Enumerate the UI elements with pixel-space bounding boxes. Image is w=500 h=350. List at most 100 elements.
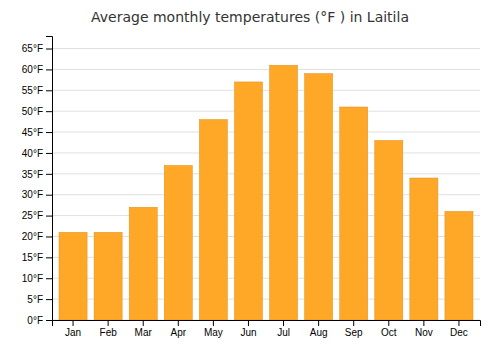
tick-mark	[248, 320, 249, 326]
bar	[129, 207, 157, 320]
tick-label: 50°F	[22, 106, 43, 117]
tick-label: Sep	[345, 327, 363, 338]
tick-label: 55°F	[22, 85, 43, 96]
bar	[445, 211, 473, 320]
tick-label: Mar	[135, 327, 153, 338]
tick: 60°F	[22, 64, 52, 75]
tick-label: 30°F	[22, 189, 43, 200]
tick-mark	[318, 320, 319, 326]
tick-label: 10°F	[22, 273, 43, 284]
tick-label: Jul	[277, 327, 290, 338]
tick: 15°F	[22, 252, 52, 263]
plot: 0°F 5°F 10°F 15°F 20°F 25°F 30°F 35°F 40°F 45°F 50…	[22, 37, 481, 339]
tick-mark	[283, 320, 284, 326]
tick: 50°F	[22, 106, 52, 117]
tick-mark	[46, 153, 52, 154]
tick: Dec	[450, 320, 468, 338]
bar	[164, 165, 192, 320]
title: Average monthly temperatures (°F ) in La…	[91, 9, 409, 25]
tick: Jul	[277, 320, 290, 338]
tick-mark	[46, 90, 52, 91]
tick-mark	[46, 132, 52, 133]
tick: Aug	[310, 320, 328, 338]
tick-label: 20°F	[22, 231, 43, 242]
tick-mark	[46, 299, 52, 300]
tick: 55°F	[22, 85, 52, 96]
bar	[270, 65, 298, 320]
bar	[340, 107, 368, 320]
bar	[305, 74, 333, 320]
grid-line	[52, 173, 480, 174]
tick-label: Aug	[310, 327, 328, 338]
tick-mark	[46, 320, 52, 321]
tick-label: 0°F	[27, 315, 43, 326]
tick-label: 45°F	[22, 127, 43, 138]
tick-mark	[46, 69, 52, 70]
tick: 10°F	[22, 273, 52, 284]
tick-mark	[46, 278, 52, 279]
tick-label: May	[204, 327, 223, 338]
tick-mark	[388, 320, 389, 326]
bar	[375, 140, 403, 320]
bar	[234, 82, 262, 320]
tick-mark	[73, 320, 74, 326]
tick-mark	[178, 320, 179, 326]
tick: 45°F	[22, 127, 52, 138]
tick: 25°F	[22, 210, 52, 221]
axis-line	[46, 37, 53, 321]
tick: Jun	[240, 320, 256, 338]
tick: Apr	[171, 320, 187, 338]
tick: 0°F	[27, 315, 52, 326]
tick: Feb	[100, 320, 118, 338]
tick: Oct	[381, 320, 397, 338]
axis-line	[53, 321, 481, 327]
tick-mark	[46, 49, 52, 50]
x-axis: Jan Feb Mar Apr May Jun Jul Aug Sep Oct Nov Dec	[53, 320, 481, 338]
bar	[94, 232, 122, 320]
tick-label: 15°F	[22, 252, 43, 263]
grid-line	[52, 152, 480, 153]
tick: 65°F	[22, 43, 52, 54]
tick: May	[204, 320, 223, 338]
grid	[52, 49, 480, 320]
tick: 40°F	[22, 148, 52, 159]
tick-label: 25°F	[22, 210, 43, 221]
tick: 30°F	[22, 189, 52, 200]
tick-mark	[46, 195, 52, 196]
tick: 20°F	[22, 231, 52, 242]
tick-label: 60°F	[22, 64, 43, 75]
tick-mark	[213, 320, 214, 326]
tick: Sep	[345, 320, 363, 338]
grid-line	[52, 132, 480, 133]
tick: Nov	[415, 320, 433, 338]
grid-line	[52, 111, 480, 112]
tick-mark	[108, 320, 109, 326]
tick-label: 35°F	[22, 169, 43, 180]
tick-label: 40°F	[22, 148, 43, 159]
tick-label: Jan	[65, 327, 81, 338]
bar	[199, 120, 227, 320]
tick-mark	[46, 257, 52, 258]
bar	[59, 232, 87, 320]
tick: Jan	[65, 320, 81, 338]
tick-mark	[46, 236, 52, 237]
chart: Average monthly temperatures (°F ) in La…	[0, 0, 500, 350]
tick-mark	[46, 111, 52, 112]
tick-mark	[46, 174, 52, 175]
tick-label: 65°F	[22, 43, 43, 54]
bar	[410, 178, 438, 320]
tick-label: Apr	[171, 327, 187, 338]
tick: Mar	[135, 320, 153, 338]
tick: 5°F	[27, 294, 52, 305]
tick-label: Dec	[450, 327, 468, 338]
grid-line	[52, 90, 480, 91]
tick-label: Nov	[415, 327, 433, 338]
tick-label: Jun	[240, 327, 256, 338]
grid-line	[52, 48, 480, 49]
tick-label: 5°F	[27, 294, 43, 305]
tick-mark	[458, 320, 459, 326]
tick-mark	[353, 320, 354, 326]
tick: 35°F	[22, 169, 52, 180]
grid-line	[52, 69, 480, 70]
tick-label: Feb	[100, 327, 118, 338]
